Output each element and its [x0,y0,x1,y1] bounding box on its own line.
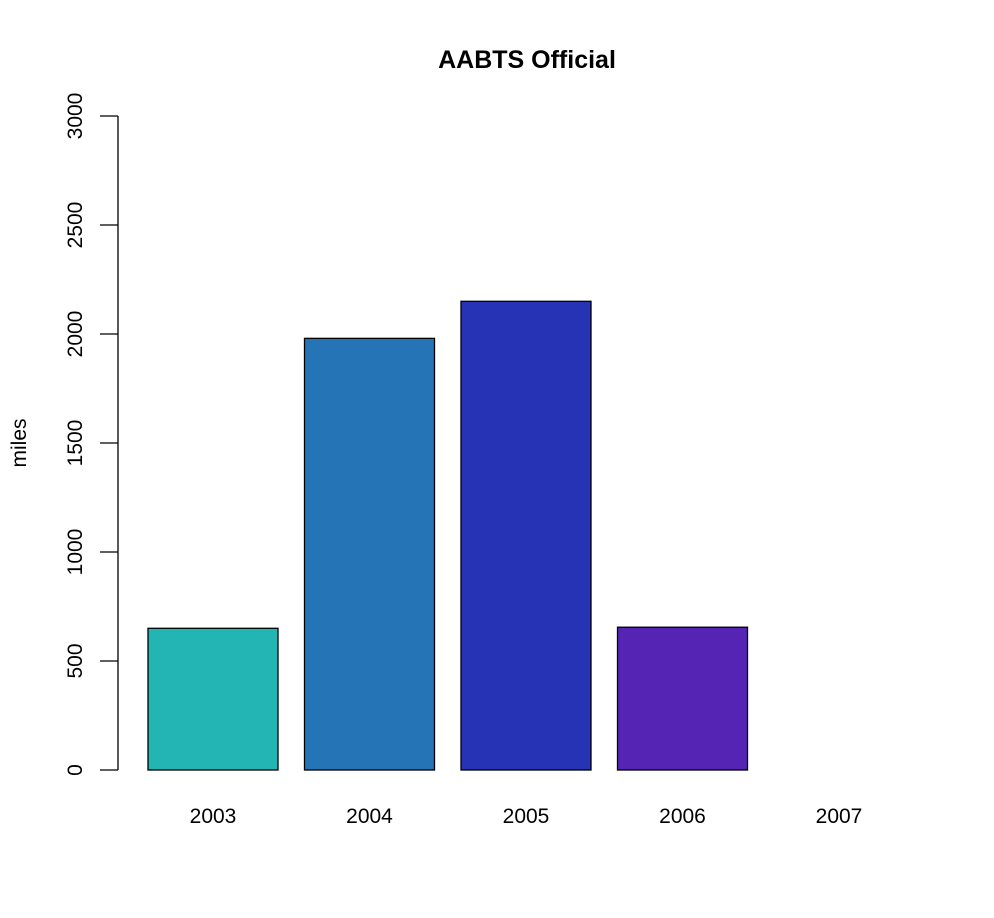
y-tick-label: 3000 [64,93,87,140]
chart-title: AABTS Official [438,46,616,74]
bar-2003 [147,627,279,771]
y-tick-label: 1000 [64,529,87,576]
x-tick-label: 2005 [503,805,550,828]
x-tick-label: 2006 [659,805,706,828]
x-tick-label: 2007 [816,805,863,828]
y-tick-label: 500 [64,643,87,678]
x-tick-label: 2003 [190,805,237,828]
y-tick-label: 2500 [64,202,87,249]
x-axis-labels: 2003 2004 2005 2006 2007 [190,805,863,828]
y-axis: 0 500 1000 1500 2000 2500 3000 [64,93,119,776]
bar-2004 [303,337,436,771]
bar-2005 [460,300,592,771]
y-tick-label: 1500 [64,420,87,467]
x-tick-label: 2004 [346,805,393,828]
bars [147,300,749,771]
y-tick-label: 0 [64,764,87,776]
y-axis-title: miles [8,418,31,467]
y-tick-label: 2000 [64,311,87,358]
bar-2006 [616,626,749,771]
